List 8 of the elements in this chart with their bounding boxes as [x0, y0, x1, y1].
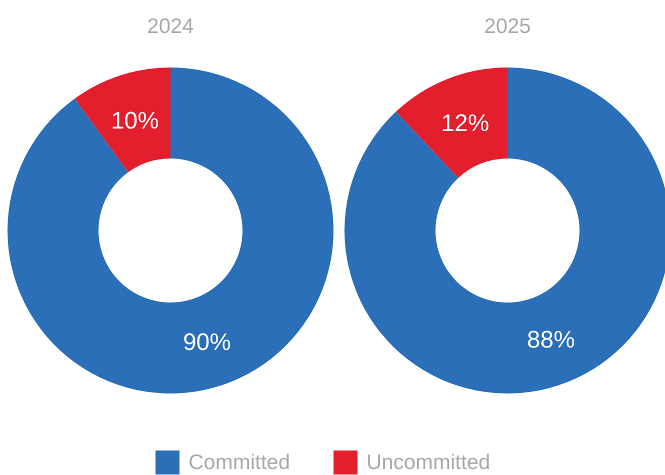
data-label: 12% [441, 110, 490, 138]
legend-label: Uncommitted [366, 451, 490, 474]
data-label: 90% [182, 329, 231, 356]
chart-title: 2025 [484, 15, 531, 38]
chart-title: 2024 [147, 15, 194, 38]
legend-label: Committed [188, 451, 290, 474]
data-label: 10% [110, 108, 159, 135]
data-label: 88% [526, 326, 575, 354]
